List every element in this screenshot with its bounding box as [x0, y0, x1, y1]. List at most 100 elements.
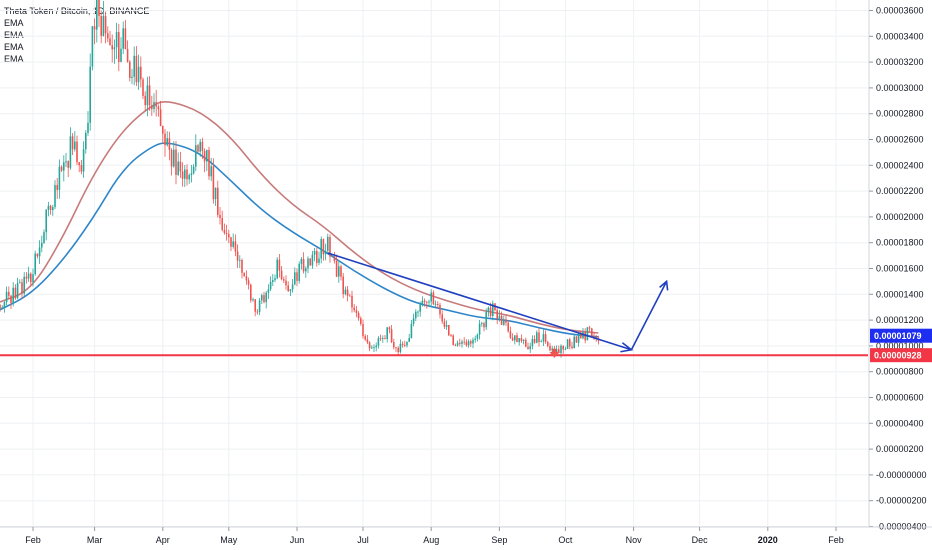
time-axis[interactable]: Feb Mar Apr May Jun Jul Aug Sep Oct Nov Dec 2020 Feb	[0, 526, 932, 550]
price-tick-label: -0.00000200	[876, 496, 927, 506]
drawings-layer[interactable]	[0, 252, 868, 358]
candle-down	[217, 187, 219, 215]
candle-down	[71, 136, 74, 150]
candle-up	[177, 161, 179, 175]
candle-down	[351, 295, 353, 308]
candle-down	[401, 343, 404, 345]
candle-down	[256, 311, 259, 313]
candle-up	[133, 55, 135, 77]
candle-down	[208, 150, 210, 177]
candle-up	[89, 66, 91, 123]
candle-down	[243, 272, 245, 277]
candle-down	[126, 48, 129, 62]
candle-down	[454, 345, 457, 346]
candle-up	[131, 76, 133, 78]
time-tick-label: Dec	[692, 535, 709, 545]
time-tick-label: Jun	[290, 535, 305, 545]
candle-down	[584, 331, 586, 341]
candle-down	[179, 161, 182, 172]
candle-up	[514, 335, 516, 341]
candle-down	[549, 345, 551, 351]
candle-down	[247, 280, 250, 285]
candle-down	[225, 233, 228, 235]
price-tick-label: 0.00001400	[876, 289, 924, 299]
legend-ema-3[interactable]: EMA	[4, 42, 24, 52]
candle-up	[536, 332, 538, 343]
candle-down	[159, 109, 162, 127]
candle-down	[562, 345, 564, 350]
candle-down	[465, 341, 468, 346]
candle-down	[357, 312, 360, 319]
legend-ema-1[interactable]: EMA	[4, 18, 24, 28]
candle-down	[355, 310, 358, 313]
candle-up	[474, 338, 476, 340]
candle-up	[52, 207, 54, 210]
candle-down	[379, 338, 382, 339]
candle-down	[558, 349, 560, 354]
projection-arrow[interactable]	[630, 281, 668, 351]
candle-up	[272, 280, 274, 282]
candle-down	[507, 322, 509, 332]
price-tick-label: 0.00001200	[876, 315, 924, 325]
candle-down	[533, 338, 536, 343]
candle-up	[386, 327, 388, 339]
candle-up	[87, 122, 89, 133]
candle-down	[538, 332, 540, 343]
candle-down	[316, 250, 318, 263]
price-tick-label: 0.00001800	[876, 238, 924, 248]
time-tick-label: Oct	[558, 535, 573, 545]
candle-up	[492, 303, 494, 317]
time-tick-label: 2020	[758, 535, 778, 545]
candle-up	[481, 323, 483, 324]
candle-up	[188, 175, 190, 180]
candle-up	[408, 338, 410, 342]
legend-ema-4[interactable]: EMA	[4, 54, 24, 64]
candle-down	[441, 314, 443, 322]
candle-down	[8, 291, 10, 296]
candle-down	[571, 346, 573, 348]
candle-down	[439, 304, 441, 315]
candle-up	[82, 149, 85, 172]
downtrend-line[interactable]	[327, 252, 632, 351]
candle-up	[417, 311, 419, 313]
time-tick-label: May	[220, 535, 238, 545]
candle-up	[289, 289, 292, 292]
candle-down	[129, 61, 131, 78]
candle-up	[23, 276, 25, 294]
candle-up	[331, 256, 333, 257]
candle-down	[254, 299, 256, 312]
candle-down	[278, 259, 281, 271]
candle-up	[206, 150, 208, 162]
legend-ema-2[interactable]: EMA	[4, 30, 24, 40]
candle-up	[318, 258, 320, 263]
support-price-label: 0.00000928	[874, 351, 922, 361]
candle-up	[529, 346, 531, 350]
candle-down	[496, 310, 498, 319]
candle-down	[459, 342, 461, 344]
candle-down	[212, 166, 215, 200]
price-tick-label: 0.00002200	[876, 186, 924, 196]
candle-up	[338, 266, 340, 277]
candle-down	[302, 259, 305, 272]
candle-down	[333, 256, 336, 261]
candle-down	[104, 16, 107, 34]
candle-down	[368, 342, 371, 349]
candle-up	[456, 342, 459, 346]
price-axis[interactable]: 0.00003600 0.00003400 0.00003200 0.00003000…	[868, 0, 932, 550]
candle-down	[397, 347, 399, 353]
candle-down	[393, 342, 395, 348]
candle-up	[430, 292, 432, 302]
candle-up	[445, 325, 448, 327]
candle-up	[305, 268, 307, 272]
candle-down	[580, 333, 582, 339]
candle-up	[69, 136, 72, 168]
candle-down	[168, 138, 171, 150]
candle-down	[450, 335, 452, 337]
candle-down	[219, 214, 221, 219]
candle-down	[164, 133, 166, 146]
candle-down	[223, 229, 226, 234]
candle-down	[309, 258, 311, 266]
candle-down	[181, 171, 184, 179]
candle-up	[461, 341, 463, 344]
candle-up	[115, 32, 118, 48]
